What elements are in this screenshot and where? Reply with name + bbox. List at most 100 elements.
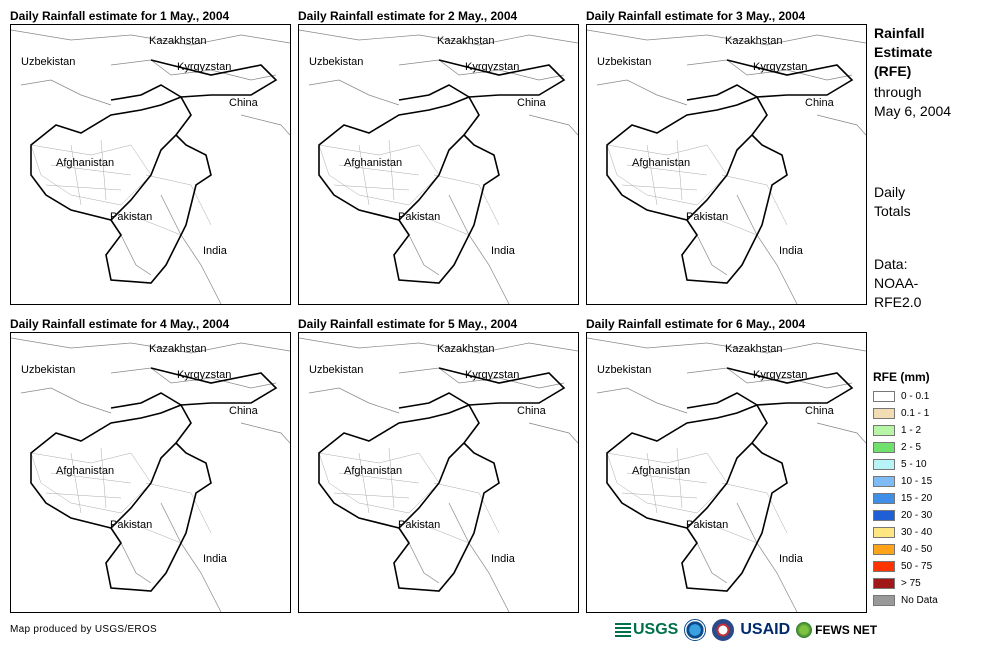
legend: RFE (mm) 0 - 0.1 0.1 - 1 1 - 2 2 - 5 5 - 10 1… bbox=[873, 370, 938, 609]
panel-title-1: Daily Rainfall estimate for 1 May., 2004 bbox=[10, 9, 230, 23]
legend-label: 5 - 10 bbox=[901, 459, 927, 470]
country-label-kyrgyzstan: Kyrgyzstan bbox=[753, 61, 807, 73]
usaid-logo: USAID bbox=[740, 621, 791, 638]
legend-swatch bbox=[873, 425, 895, 436]
country-label-kazakhstan: Kazakhstan bbox=[725, 35, 782, 47]
map-svg: Kazakhstan Uzbekistan Kyrgyzstan China Afgha… bbox=[587, 25, 866, 304]
fews-logo: FEWS NET bbox=[796, 622, 877, 638]
side-totals: Daily Totals bbox=[874, 183, 911, 221]
legend-label: 15 - 20 bbox=[901, 493, 933, 504]
country-label-china: China bbox=[805, 97, 835, 109]
country-label-kazakhstan: Kazakhstan bbox=[149, 35, 206, 47]
side-title-line-1: Rainfall bbox=[874, 25, 925, 41]
seal-logo-icon bbox=[712, 619, 735, 641]
side-title-line-3: (RFE) bbox=[874, 63, 912, 79]
country-label-china: China bbox=[805, 405, 835, 417]
side-through-line-2: May 6, 2004 bbox=[874, 103, 952, 119]
legend-swatch bbox=[873, 493, 895, 504]
map-svg: Kazakhstan Uzbekistan Kyrgyzstan China Afgha… bbox=[11, 333, 290, 612]
side-data-line-1: Data: bbox=[874, 256, 908, 272]
map-panel-6: Kazakhstan Uzbekistan Kyrgyzstan China Afgha… bbox=[586, 332, 867, 613]
globe-icon bbox=[796, 622, 813, 638]
legend-swatch bbox=[873, 510, 895, 521]
map-panel-3: Kazakhstan Uzbekistan Kyrgyzstan China Afgha… bbox=[586, 24, 867, 305]
legend-label: 10 - 15 bbox=[901, 476, 933, 487]
map-svg: Kazakhstan Uzbekistan Kyrgyzstan China Afgha… bbox=[11, 25, 290, 304]
side-data-source: Data: NOAA- RFE2.0 bbox=[874, 255, 921, 312]
legend-item: 2 - 5 bbox=[873, 439, 938, 456]
legend-item: 0 - 0.1 bbox=[873, 388, 938, 405]
credit-text: Map produced by USGS/EROS bbox=[10, 624, 158, 635]
country-label-afghanistan: Afghanistan bbox=[344, 157, 402, 169]
country-label-afghanistan: Afghanistan bbox=[632, 157, 690, 169]
country-label-china: China bbox=[229, 97, 259, 109]
panel-title-3: Daily Rainfall estimate for 3 May., 2004 bbox=[586, 9, 806, 23]
country-label-pakistan: Pakistan bbox=[686, 211, 728, 223]
country-label-kazakhstan: Kazakhstan bbox=[149, 343, 206, 355]
country-label-pakistan: Pakistan bbox=[398, 211, 440, 223]
country-label-china: China bbox=[517, 405, 547, 417]
legend-item: 0.1 - 1 bbox=[873, 405, 938, 422]
map-svg: Kazakhstan Uzbekistan Kyrgyzstan China Afgha… bbox=[299, 25, 578, 304]
country-label-afghanistan: Afghanistan bbox=[56, 465, 114, 477]
side-title-line-2: Estimate bbox=[874, 44, 933, 60]
country-label-kyrgyzstan: Kyrgyzstan bbox=[465, 61, 519, 73]
side-totals-line-1: Daily bbox=[874, 184, 906, 200]
country-label-india: India bbox=[203, 245, 228, 257]
country-label-kazakhstan: Kazakhstan bbox=[437, 35, 494, 47]
legend-item: > 75 bbox=[873, 575, 938, 592]
country-label-afghanistan: Afghanistan bbox=[632, 465, 690, 477]
country-label-china: China bbox=[229, 405, 259, 417]
legend-item: 40 - 50 bbox=[873, 541, 938, 558]
legend-label: 20 - 30 bbox=[901, 510, 933, 521]
legend-title: RFE (mm) bbox=[873, 370, 930, 384]
country-label-pakistan: Pakistan bbox=[686, 519, 728, 531]
country-label-uzbekistan: Uzbekistan bbox=[597, 364, 651, 376]
legend-label: 2 - 5 bbox=[901, 442, 922, 453]
usgs-wave-icon bbox=[615, 623, 631, 637]
legend-swatch bbox=[873, 476, 895, 487]
legend-swatch bbox=[873, 527, 895, 538]
legend-rows: 0 - 0.1 0.1 - 1 1 - 2 2 - 5 5 - 10 10 - 15 15 … bbox=[873, 388, 938, 609]
panel-title-6: Daily Rainfall estimate for 6 May., 2004 bbox=[586, 317, 806, 331]
country-label-uzbekistan: Uzbekistan bbox=[21, 364, 75, 376]
legend-item: 10 - 15 bbox=[873, 473, 938, 490]
country-label-uzbekistan: Uzbekistan bbox=[309, 364, 363, 376]
legend-item: 50 - 75 bbox=[873, 558, 938, 575]
country-label-kyrgyzstan: Kyrgyzstan bbox=[177, 369, 231, 381]
panel-title-5: Daily Rainfall estimate for 5 May., 2004 bbox=[298, 317, 518, 331]
legend-label: 0 - 0.1 bbox=[901, 391, 930, 402]
legend-label: 1 - 2 bbox=[901, 425, 922, 436]
legend-item: No Data bbox=[873, 592, 938, 609]
side-totals-line-2: Totals bbox=[874, 203, 911, 219]
country-label-kazakhstan: Kazakhstan bbox=[725, 343, 782, 355]
panel-title-2: Daily Rainfall estimate for 2 May., 2004 bbox=[298, 9, 518, 23]
legend-swatch bbox=[873, 459, 895, 470]
legend-label: No Data bbox=[901, 595, 938, 606]
usgs-logo-text: USGS bbox=[633, 621, 679, 638]
country-label-india: India bbox=[779, 245, 804, 257]
legend-swatch bbox=[873, 544, 895, 555]
legend-label: 30 - 40 bbox=[901, 527, 933, 538]
side-through: through May 6, 2004 bbox=[874, 83, 951, 121]
country-label-kyrgyzstan: Kyrgyzstan bbox=[177, 61, 231, 73]
legend-swatch bbox=[873, 561, 895, 572]
legend-swatch bbox=[873, 442, 895, 453]
country-label-india: India bbox=[491, 553, 516, 565]
usgs-logo: USGS bbox=[615, 621, 678, 639]
side-data-line-3: RFE2.0 bbox=[874, 294, 922, 310]
logo-strip: USGS USAID FEWS NET bbox=[615, 618, 877, 642]
country-label-afghanistan: Afghanistan bbox=[344, 465, 402, 477]
map-panel-2: Kazakhstan Uzbekistan Kyrgyzstan China Afgha… bbox=[298, 24, 579, 305]
country-label-kazakhstan: Kazakhstan bbox=[437, 343, 494, 355]
panel-title-4: Daily Rainfall estimate for 4 May., 2004 bbox=[10, 317, 230, 331]
country-label-china: China bbox=[517, 97, 547, 109]
country-label-pakistan: Pakistan bbox=[110, 519, 152, 531]
legend-swatch bbox=[873, 578, 895, 589]
side-data-line-2: NOAA- bbox=[874, 275, 919, 291]
legend-item: 5 - 10 bbox=[873, 456, 938, 473]
legend-item: 15 - 20 bbox=[873, 490, 938, 507]
country-label-india: India bbox=[203, 553, 228, 565]
legend-item: 1 - 2 bbox=[873, 422, 938, 439]
country-label-kyrgyzstan: Kyrgyzstan bbox=[753, 369, 807, 381]
